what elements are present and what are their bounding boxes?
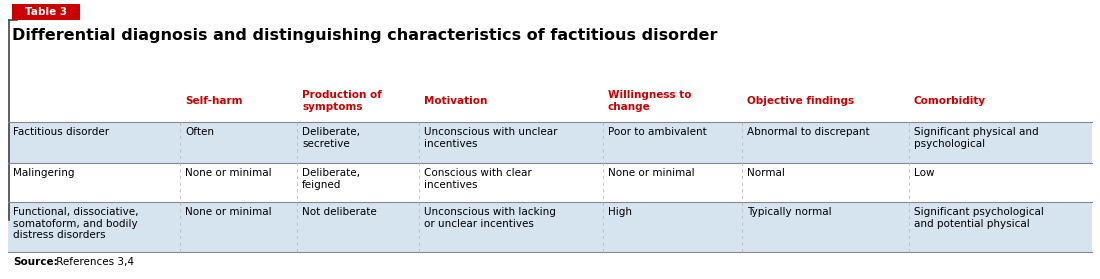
Text: Factitious disorder: Factitious disorder: [13, 127, 109, 137]
Text: Differential diagnosis and distinguishing characteristics of factitious disorder: Differential diagnosis and distinguishin…: [12, 28, 717, 43]
Bar: [909, 202, 1092, 252]
Text: Production of
symptoms: Production of symptoms: [302, 90, 382, 112]
Bar: [741, 122, 909, 163]
Text: Deliberate,
secretive: Deliberate, secretive: [302, 127, 360, 149]
Bar: [741, 163, 909, 202]
Bar: [180, 122, 297, 163]
Bar: [8, 163, 180, 202]
Text: Deliberate,
feigned: Deliberate, feigned: [302, 168, 360, 190]
Bar: [180, 80, 297, 122]
Text: None or minimal: None or minimal: [185, 168, 272, 178]
Bar: [603, 80, 741, 122]
Text: Malingering: Malingering: [13, 168, 75, 178]
Bar: [8, 202, 180, 252]
Text: Unconscious with lacking
or unclear incentives: Unconscious with lacking or unclear ince…: [425, 207, 557, 229]
Text: Table 3: Table 3: [25, 7, 67, 17]
Bar: [297, 202, 419, 252]
Text: High: High: [608, 207, 631, 217]
Bar: [180, 202, 297, 252]
Bar: [909, 80, 1092, 122]
Text: Willingness to
change: Willingness to change: [608, 90, 691, 112]
Text: Significant psychological
and potential physical: Significant psychological and potential …: [914, 207, 1044, 229]
Text: None or minimal: None or minimal: [608, 168, 694, 178]
Text: Functional, dissociative,
somatoform, and bodily
distress disorders: Functional, dissociative, somatoform, an…: [13, 207, 139, 240]
Bar: [8, 80, 180, 122]
Bar: [8, 122, 180, 163]
Bar: [909, 163, 1092, 202]
Text: References 3,4: References 3,4: [53, 257, 134, 267]
Text: Abnormal to discrepant: Abnormal to discrepant: [747, 127, 869, 137]
Bar: [741, 80, 909, 122]
Bar: [297, 122, 419, 163]
Bar: [603, 122, 741, 163]
Bar: [741, 202, 909, 252]
Text: Unconscious with unclear
incentives: Unconscious with unclear incentives: [425, 127, 558, 149]
Text: Normal: Normal: [747, 168, 784, 178]
Text: Objective findings: Objective findings: [747, 96, 854, 106]
Text: Comorbidity: Comorbidity: [914, 96, 986, 106]
Bar: [180, 163, 297, 202]
Bar: [419, 80, 603, 122]
Text: Source:: Source:: [13, 257, 57, 267]
Text: Low: Low: [914, 168, 934, 178]
Bar: [603, 202, 741, 252]
Bar: [297, 163, 419, 202]
Bar: [419, 163, 603, 202]
Text: Motivation: Motivation: [425, 96, 487, 106]
Text: None or minimal: None or minimal: [185, 207, 272, 217]
Bar: [419, 122, 603, 163]
Text: Self-harm: Self-harm: [185, 96, 243, 106]
Text: Conscious with clear
incentives: Conscious with clear incentives: [425, 168, 532, 190]
Text: Often: Often: [185, 127, 214, 137]
Bar: [909, 122, 1092, 163]
Bar: [12, 4, 80, 20]
Bar: [603, 163, 741, 202]
Bar: [297, 80, 419, 122]
Bar: [419, 202, 603, 252]
Text: Significant physical and
psychological: Significant physical and psychological: [914, 127, 1038, 149]
Text: Typically normal: Typically normal: [747, 207, 832, 217]
Text: Poor to ambivalent: Poor to ambivalent: [608, 127, 706, 137]
Text: Not deliberate: Not deliberate: [302, 207, 377, 217]
